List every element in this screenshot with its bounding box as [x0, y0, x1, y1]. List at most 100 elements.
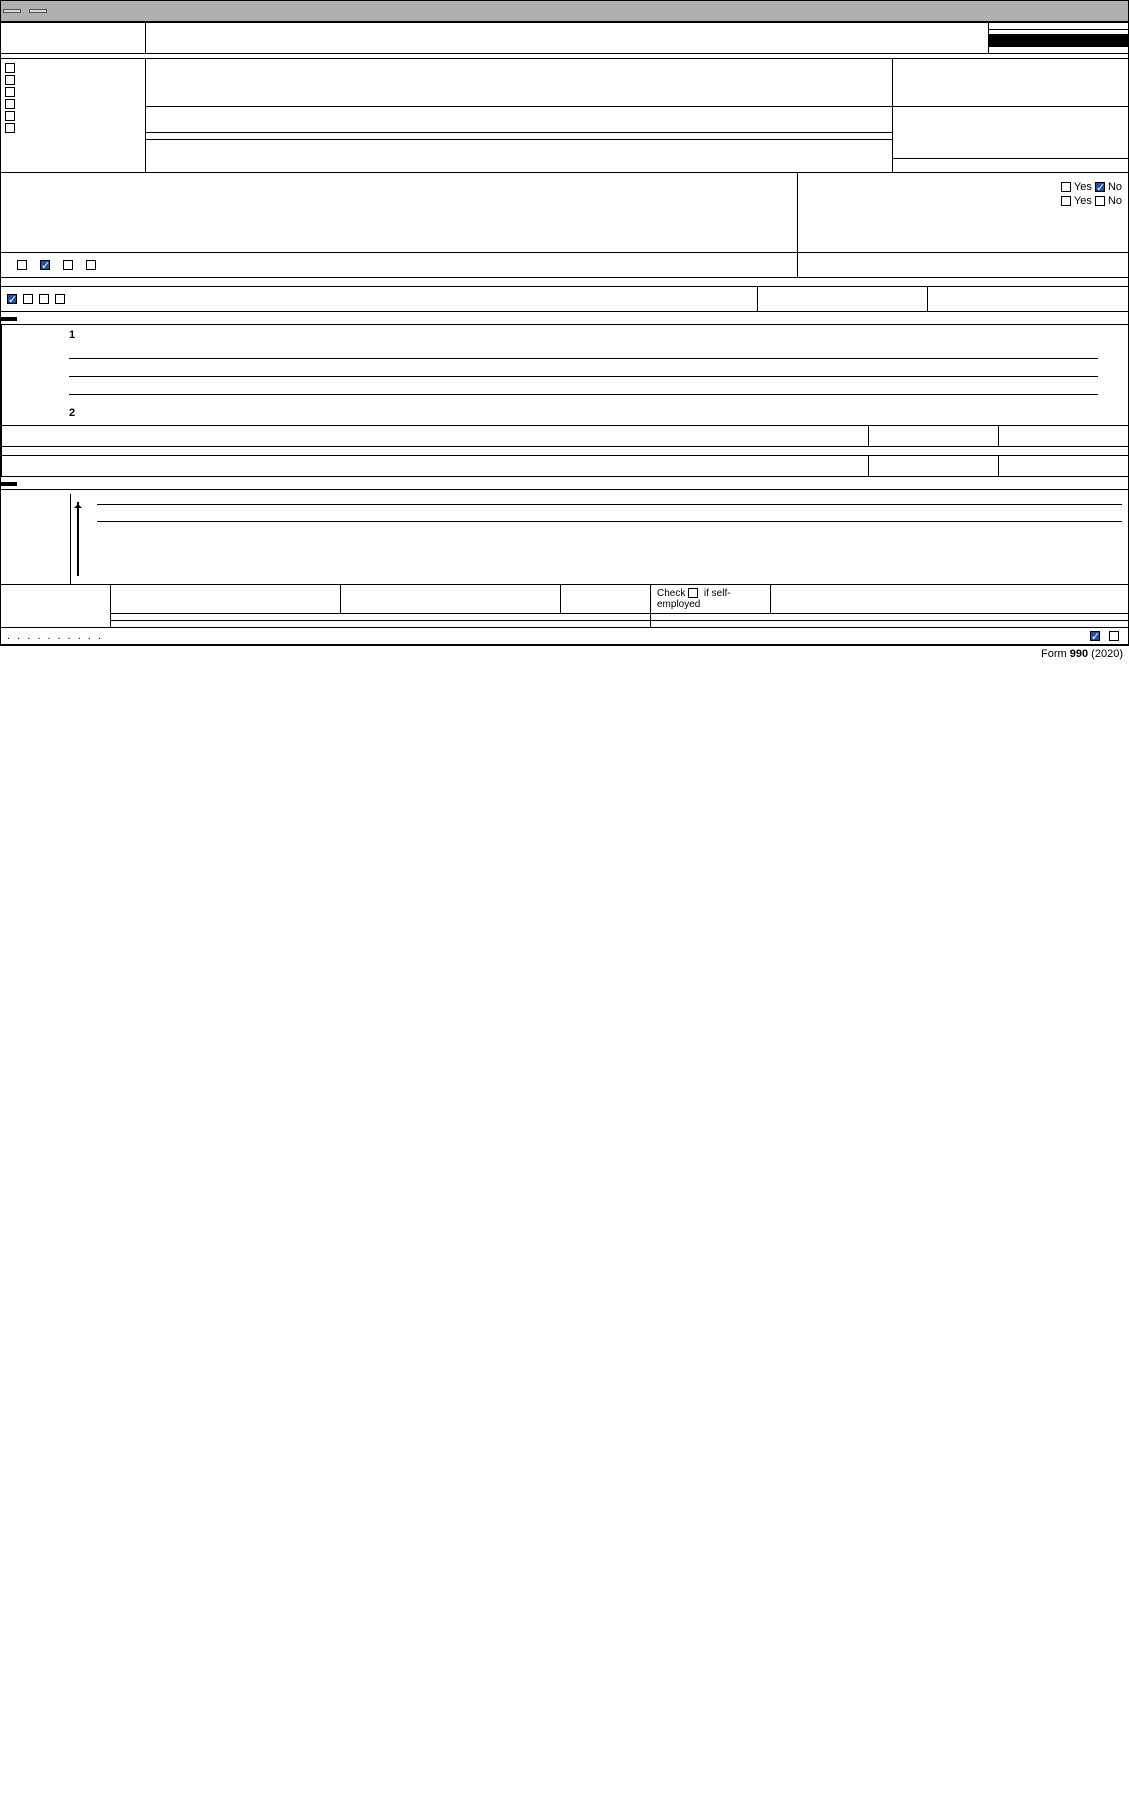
part2-tag: [1, 482, 17, 486]
chk-amended[interactable]: [5, 111, 141, 122]
hb-yesno: Yes No: [1061, 195, 1122, 207]
prep-row2: [111, 614, 1128, 621]
discuss-no[interactable]: [1109, 631, 1119, 641]
vtab-revenue: [1, 426, 29, 446]
dba-cell: [146, 107, 892, 133]
section-klm: [1, 287, 1128, 312]
i-501c3[interactable]: [17, 259, 30, 271]
section-bcdefgh: [1, 59, 1128, 173]
page-footer: Form 990 (2020): [0, 646, 1129, 662]
chk-initial-return[interactable]: [5, 87, 141, 98]
firm-ein-cell: [651, 614, 1128, 620]
preparer-grid: Check if self-employed: [111, 585, 1128, 627]
header-left: [1, 23, 146, 53]
self-emp-check[interactable]: Check if self-employed: [657, 588, 731, 610]
vtab-expenses: [1, 447, 29, 455]
i-4947[interactable]: [63, 259, 76, 271]
col-prior: [868, 426, 998, 446]
col-beg: [868, 456, 998, 476]
open-inspection: [989, 35, 1128, 47]
ha-yesno: Yes No: [1061, 181, 1122, 193]
net-header: [29, 456, 1128, 476]
officer-sig-field: [97, 504, 1122, 505]
net-content: [29, 456, 1128, 476]
form-container: Yes No Yes No: [0, 22, 1129, 646]
sign-here-label: [1, 494, 71, 584]
street-row: [146, 133, 892, 140]
part1-header: [1, 312, 1128, 325]
mission-line: [69, 361, 1098, 377]
header-center: [146, 23, 988, 53]
exp-lines: [29, 447, 1128, 455]
box-c: [146, 59, 893, 172]
col-current: [998, 426, 1128, 446]
phone-cell: [651, 621, 1128, 627]
ein-val: [899, 62, 1122, 66]
mission-line: [69, 379, 1098, 395]
col-end: [998, 456, 1128, 476]
section-activities: 1 2: [1, 325, 1128, 426]
prep-check-cell: Check if self-employed: [651, 585, 771, 613]
header-right: [988, 23, 1128, 53]
box-f: [1, 173, 798, 252]
k-trust[interactable]: [23, 293, 39, 305]
activities-content: 1 2: [29, 325, 1128, 425]
vtab-activities: [1, 325, 29, 425]
box-k: [1, 287, 758, 311]
part1-tag: [1, 317, 17, 321]
omb-number: [989, 23, 1128, 30]
top-toolbar: [0, 0, 1129, 22]
preparer-block: Check if self-employed: [1, 585, 1128, 628]
discuss-yesno: [1090, 630, 1122, 642]
ein-cell: [893, 59, 1128, 107]
line1-mission: 1: [29, 325, 1128, 401]
chk-address-change[interactable]: [5, 63, 141, 74]
form-header: [1, 23, 1128, 54]
mission-line: [69, 343, 1098, 359]
box-deg: [893, 59, 1128, 172]
chk-final-return[interactable]: [5, 99, 141, 110]
officer-name-field: [97, 521, 1122, 522]
section-net: [1, 456, 1128, 477]
arrow-icon: [77, 502, 85, 576]
box-b: [1, 59, 146, 172]
prep-sig-label: [341, 585, 561, 613]
prep-date-cell: [561, 585, 651, 613]
hb-no[interactable]: [1095, 196, 1105, 206]
chk-name-change[interactable]: [5, 75, 141, 86]
hb-yes[interactable]: [1061, 196, 1071, 206]
box-j: [1, 278, 1128, 287]
submission-date-button[interactable]: [29, 9, 47, 13]
ptin-cell: [771, 585, 1128, 613]
rev-header: [29, 426, 1128, 446]
org-name-cell: [146, 59, 892, 107]
efile-print-button[interactable]: [3, 9, 21, 13]
section-fh: Yes No Yes No: [1, 173, 1128, 253]
h-a-sub: Yes No: [804, 181, 1122, 193]
paid-preparer-label: [1, 585, 111, 627]
firm-name-cell: [111, 614, 651, 620]
box-l: [758, 287, 928, 311]
part1-title: [17, 310, 33, 326]
box-i: [1, 253, 798, 277]
ha-no[interactable]: [1095, 182, 1105, 192]
discuss-yes[interactable]: [1090, 631, 1100, 641]
section-i-hc: [1, 253, 1128, 278]
revenue-content: [29, 426, 1128, 446]
box-hc: [798, 253, 1128, 277]
k-corp[interactable]: [7, 293, 23, 305]
i-527[interactable]: [86, 259, 99, 271]
line2: 2: [29, 401, 1128, 425]
sign-here-row: [1, 494, 1128, 584]
chk-app-pending[interactable]: [5, 123, 141, 134]
box-h: Yes No Yes No: [798, 173, 1128, 252]
discuss-row: [1, 628, 1128, 645]
vtab-net: [1, 456, 29, 476]
k-assoc[interactable]: [39, 293, 55, 305]
ha-yes[interactable]: [1061, 182, 1071, 192]
sign-fields: [71, 494, 1128, 584]
k-other[interactable]: [55, 293, 68, 305]
i-501c[interactable]: [40, 259, 53, 271]
gross-cell: [893, 159, 1128, 172]
box-m: [928, 287, 1128, 311]
